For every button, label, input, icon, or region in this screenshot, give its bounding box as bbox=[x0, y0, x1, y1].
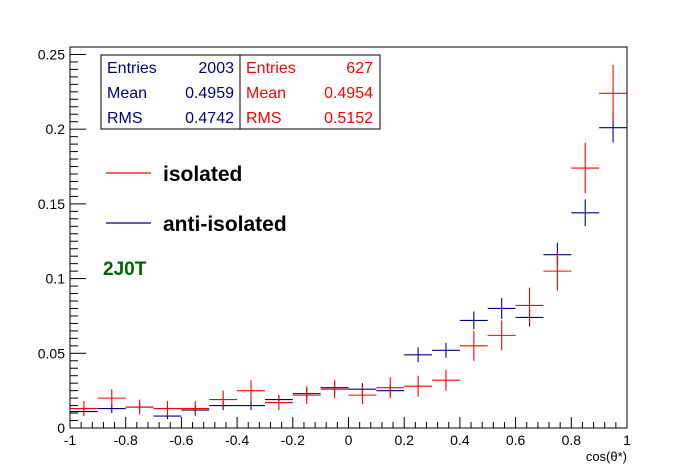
stats-label-rms: RMS bbox=[246, 110, 282, 127]
data-series bbox=[70, 64, 627, 420]
data-point-isolated bbox=[209, 390, 238, 409]
data-point-isolated bbox=[571, 142, 600, 194]
x-tick-label: -0.6 bbox=[169, 432, 193, 448]
stats-value-entries: 2003 bbox=[198, 60, 234, 77]
data-point-anti-isolated bbox=[432, 342, 460, 358]
x-tick-label: -0.8 bbox=[114, 432, 138, 448]
y-tick-label: 0.05 bbox=[38, 345, 65, 361]
y-tick-label: 0.15 bbox=[38, 196, 65, 212]
x-tick-label: -0.4 bbox=[225, 432, 249, 448]
x-tick-label: 0.2 bbox=[394, 432, 414, 448]
data-point-isolated bbox=[348, 386, 377, 405]
data-point-isolated bbox=[125, 399, 154, 415]
x-tick-label: 0.4 bbox=[450, 432, 470, 448]
data-point-isolated bbox=[487, 320, 516, 351]
stats-value-rms: 0.5152 bbox=[324, 110, 373, 127]
data-point-isolated bbox=[237, 380, 265, 402]
data-point-anti-isolated bbox=[571, 199, 600, 227]
data-point-isolated bbox=[459, 330, 488, 361]
data-point-isolated bbox=[153, 401, 182, 417]
data-point-isolated bbox=[599, 64, 627, 122]
data-point-anti-isolated bbox=[459, 311, 488, 330]
series-anti-isolated bbox=[70, 112, 627, 420]
y-tick-label: 0.2 bbox=[46, 121, 66, 137]
x-axis: -1 -0.8 -0.6 -0.4 -0.2 0 0.2 0.4 0.6 0.8 1 bbox=[64, 417, 631, 448]
data-point-isolated bbox=[515, 287, 544, 324]
data-point-anti-isolated bbox=[237, 401, 265, 411]
x-axis-title: cos(θ*) bbox=[586, 449, 627, 464]
stats-label-entries: Entries bbox=[246, 60, 296, 77]
stats-value-mean: 0.4959 bbox=[185, 85, 234, 102]
data-point-isolated bbox=[404, 375, 433, 397]
x-tick-label: 0.8 bbox=[562, 432, 582, 448]
stats-value-entries: 627 bbox=[346, 60, 373, 77]
data-point-isolated bbox=[320, 380, 349, 399]
x-tick-label: -0.2 bbox=[281, 432, 305, 448]
data-point-isolated bbox=[264, 395, 293, 411]
x-tick-label: -1 bbox=[64, 432, 77, 448]
legend: isolated anti-isolated bbox=[106, 163, 287, 236]
series-isolated bbox=[70, 64, 627, 417]
data-point-anti-isolated bbox=[404, 347, 433, 363]
legend-label-anti-isolated: anti-isolated bbox=[163, 213, 287, 236]
stats-value-rms: 0.4742 bbox=[185, 110, 234, 127]
stats-label-mean: Mean bbox=[246, 85, 286, 102]
y-tick-label: 0 bbox=[57, 420, 65, 436]
y-tick-label: 0.25 bbox=[38, 46, 65, 62]
stats-box: Entries 2003 Mean 0.4959 RMS 0.4742 Entries 627… bbox=[100, 54, 381, 130]
data-point-isolated bbox=[376, 377, 405, 399]
data-point-anti-isolated bbox=[487, 298, 516, 319]
stats-label-mean: Mean bbox=[107, 85, 147, 102]
data-point-isolated bbox=[432, 369, 460, 391]
y-tick-label: 0.1 bbox=[46, 271, 66, 287]
x-tick-label: 1 bbox=[623, 432, 631, 448]
data-point-isolated bbox=[181, 401, 210, 417]
x-tick-label: 0.6 bbox=[506, 432, 526, 448]
stats-value-mean: 0.4954 bbox=[324, 85, 373, 102]
data-point-isolated bbox=[292, 386, 321, 405]
x-tick-label: 0 bbox=[345, 432, 353, 448]
stats-label-rms: RMS bbox=[107, 110, 143, 127]
legend-entry-isolated: isolated bbox=[106, 163, 242, 186]
y-axis: 0 0.05 0.1 0.15 0.2 0.25 bbox=[38, 46, 86, 436]
data-point-isolated bbox=[70, 401, 98, 417]
stats-label-entries: Entries bbox=[107, 60, 157, 77]
category-tag: 2J0T bbox=[103, 259, 147, 280]
data-point-isolated bbox=[543, 251, 572, 291]
legend-label-isolated: isolated bbox=[163, 163, 242, 186]
data-point-isolated bbox=[97, 389, 126, 408]
legend-entry-anti-isolated: anti-isolated bbox=[106, 213, 287, 236]
